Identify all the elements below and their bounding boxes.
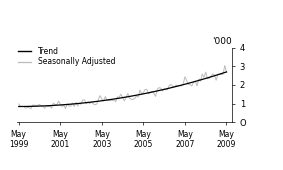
Text: '000: '000	[212, 37, 232, 46]
Legend: Trend, Seasonally Adjusted: Trend, Seasonally Adjusted	[17, 46, 116, 67]
